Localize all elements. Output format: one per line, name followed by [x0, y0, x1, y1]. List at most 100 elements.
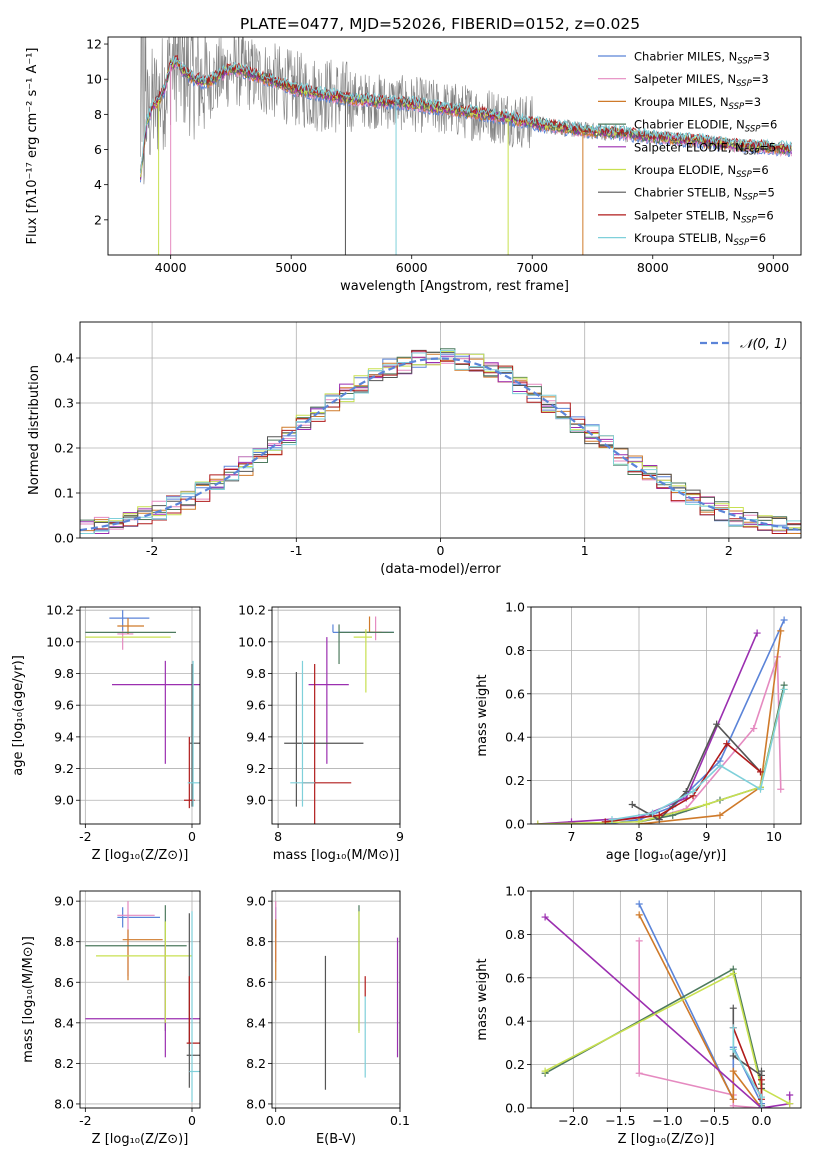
weight-marker — [757, 785, 764, 793]
x-tick-label: 8000 — [637, 260, 669, 275]
plot-area — [284, 616, 394, 824]
plot-area — [85, 901, 200, 1102]
weight-marker — [780, 616, 788, 624]
x-tick-label: 7000 — [516, 260, 548, 275]
y-tick-label: 10 — [86, 72, 102, 87]
y-tick-label: 9.8 — [54, 666, 74, 681]
y-tick-label: 0.6 — [505, 970, 525, 985]
x-tick-label: −1.5 — [605, 1113, 635, 1128]
x-tick-label: 9000 — [757, 260, 789, 275]
y-tick-label: 8.6 — [54, 975, 74, 990]
x-tick-label: 0.0 — [266, 1113, 286, 1128]
plot-area — [80, 348, 801, 534]
y-tick-label: 9.0 — [54, 894, 74, 909]
y-tick-label: 9.0 — [246, 894, 266, 909]
x-tick-label: 0 — [188, 1113, 196, 1128]
x-tick-label: 9 — [396, 829, 404, 844]
x-tick-label: 5000 — [275, 260, 307, 275]
panel-mass-vs-metallicity: -2 0 8.0 8.2 8.4 8.6 8.8 9.0 Z [log₁₀(Z/Z⊙)] mass… — [21, 890, 201, 1147]
y-tick-label: 0.8 — [505, 643, 525, 658]
panel-age-vs-mass: 8 9 9.0 9.2 9.4 9.6 9.8 10.0 10.2 mass [log₁₀(M/M… — [238, 603, 404, 863]
weight-marker — [534, 820, 542, 824]
weight-marker — [723, 740, 731, 748]
y-tick-label: 8.2 — [246, 1056, 266, 1071]
weight-line — [638, 914, 763, 1108]
weight-line — [732, 1027, 763, 1108]
weight-marker — [729, 1067, 737, 1075]
weight-marker — [777, 627, 785, 635]
y-axis-label: age [log₁₀(age/yr)] — [11, 655, 26, 776]
weight-marker — [757, 1076, 765, 1084]
x-tick-label: 9 — [703, 829, 711, 844]
weight-marker — [729, 1102, 737, 1108]
weight-marker — [753, 629, 761, 637]
x-tick-label: -2 — [79, 1113, 91, 1128]
panel-residuals: -2 -1 0 1 2 0.0 0.1 0.2 0.3 0.4 (data-model)/error… — [27, 321, 802, 577]
legend-entry: Salpeter STELIB, NSSP=6 — [634, 208, 774, 225]
weight-marker — [757, 1104, 765, 1108]
x-tick-label: 0.1 — [390, 1113, 410, 1128]
panel-spectrum: 4000 5000 6000 7000 8000 9000 2 4 6 8 10 12 waveleng… — [25, 37, 802, 294]
legend-entry: Kroupa MILES, NSSP=3 — [634, 95, 761, 112]
y-tick-label: 9.2 — [246, 761, 266, 776]
axes-frame — [79, 890, 201, 1109]
plot-area — [534, 616, 788, 824]
histogram-series — [80, 349, 801, 534]
x-axis-label: mass [log₁₀(M/M⊙)] — [273, 848, 400, 863]
y-tick-label: 0.2 — [505, 773, 525, 788]
y-tick-label: 9.0 — [54, 793, 74, 808]
y-tick-label: 10.2 — [46, 603, 74, 618]
x-tick-label: 1 — [581, 543, 589, 558]
y-tick-label: 8 — [94, 107, 102, 122]
x-tick-label: -1 — [290, 543, 302, 558]
weight-line — [544, 967, 763, 1106]
weight-marker — [541, 913, 549, 921]
legend-entry: Chabrier ELODIE, NSSP=6 — [634, 118, 777, 135]
plot-area — [85, 610, 200, 809]
y-axis-label: mass [log₁₀(M/M⊙)] — [21, 936, 36, 1063]
axes-frame — [271, 606, 401, 825]
legend-entry: Kroupa ELODIE, NSSP=6 — [634, 163, 769, 180]
y-axis-label: mass weight — [475, 674, 490, 756]
legend-entry: Salpeter ELODIE, NSSP=5 — [634, 140, 776, 157]
y-tick-label: 0.4 — [505, 1014, 525, 1029]
weight-marker — [608, 816, 616, 824]
axes-frame — [530, 890, 802, 1109]
weight-marker — [635, 818, 643, 824]
x-tick-label: 0 — [437, 543, 445, 558]
y-tick-label: 0.8 — [505, 927, 525, 942]
x-axis-label: age [log₁₀(age/yr)] — [606, 848, 727, 863]
x-tick-label: 4000 — [155, 260, 187, 275]
normal-reference-curve — [80, 357, 799, 532]
y-tick-label: 0.0 — [505, 817, 525, 832]
y-tick-label: 8.6 — [246, 975, 266, 990]
plot-area — [541, 900, 794, 1108]
y-tick-label: 9.0 — [246, 793, 266, 808]
weight-marker — [601, 818, 609, 824]
weight-marker — [703, 800, 710, 808]
weight-marker — [729, 969, 737, 977]
y-tick-label: 0.4 — [54, 351, 74, 366]
legend-entry: Chabrier MILES, NSSP=3 — [634, 50, 770, 67]
y-axis-label: Flux [fλ10⁻¹⁷ erg cm⁻² s⁻¹ A⁻¹] — [25, 48, 40, 245]
weight-line — [638, 684, 785, 823]
weight-line — [544, 972, 791, 1105]
weight-marker — [729, 1004, 737, 1012]
weight-line — [544, 916, 791, 1108]
y-tick-label: 8.2 — [54, 1056, 74, 1071]
spectrum-data-line — [140, 37, 792, 185]
x-axis-label: E(B-V) — [316, 1132, 356, 1147]
x-axis-label: (data-model)/error — [380, 562, 501, 577]
y-tick-label: 2 — [94, 212, 102, 227]
weight-marker — [635, 937, 643, 945]
axes-frame — [271, 890, 401, 1109]
legend-entry: Kroupa STELIB, NSSP=6 — [634, 231, 766, 248]
weight-marker — [689, 787, 697, 795]
x-axis-label: Z [log₁₀(Z/Z⊙)] — [92, 1132, 189, 1147]
weight-marker — [655, 811, 663, 819]
weight-marker — [541, 1067, 549, 1075]
y-tick-label: 8.8 — [246, 934, 266, 949]
x-tick-label: −2.0 — [558, 1113, 588, 1128]
legend-entry: Salpeter MILES, NSSP=3 — [634, 72, 769, 89]
axes-frame — [79, 606, 201, 825]
